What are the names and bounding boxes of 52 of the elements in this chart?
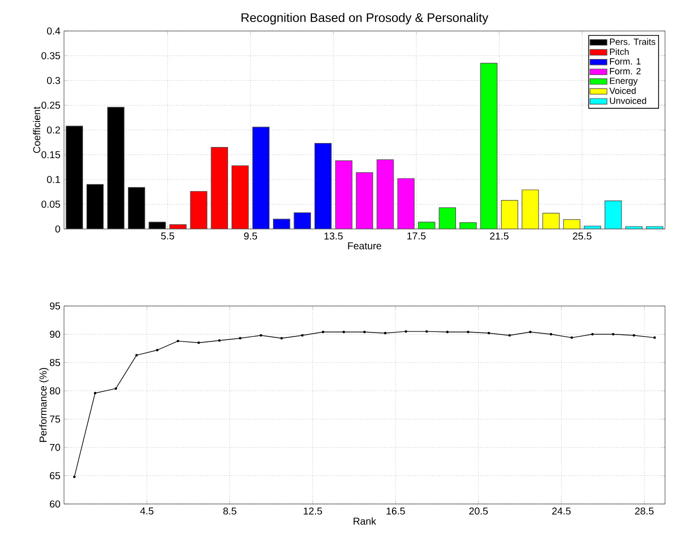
- x-tick-label: 12.5: [304, 508, 322, 515]
- x-axis-title: Feature: [348, 242, 382, 250]
- bar: [294, 212, 311, 229]
- y-axis-title: Performance (%): [39, 368, 49, 442]
- y-tick-label: 0: [55, 225, 60, 233]
- y-tick-label: 0.35: [41, 52, 60, 60]
- legend-label: Unvoiced: [610, 97, 646, 104]
- x-tick-label: 13.5: [324, 232, 343, 240]
- bar: [438, 207, 456, 229]
- x-tick-label: 20.5: [469, 508, 488, 515]
- bar: [252, 126, 270, 229]
- y-tick-label: 60: [50, 500, 60, 508]
- y-tick-label: 85: [50, 359, 60, 366]
- y-tick-label: 95: [50, 302, 60, 310]
- bar: [522, 190, 539, 229]
- x-tick-label: 9.5: [244, 232, 258, 240]
- y-tick-label: 0.05: [41, 200, 60, 208]
- legend-label: Pitch: [610, 48, 629, 55]
- x-tick-label: 5.5: [161, 232, 174, 240]
- y-tick-label: 0.1: [47, 176, 60, 184]
- x-tick-label: 25.5: [572, 232, 592, 240]
- legend-label: Pers. Traits: [610, 38, 656, 45]
- chart-title: Recognition Based on Prosody & Personality: [242, 12, 488, 24]
- y-tick-label: 0.2: [47, 126, 60, 134]
- x-axis-title: Rank: [354, 517, 376, 525]
- x-tick-label: 8.5: [223, 508, 236, 515]
- bar: [604, 200, 622, 229]
- y-tick-label: 70: [50, 444, 60, 451]
- y-tick-label: 0.3: [47, 76, 60, 84]
- x-tick-label: 17.5: [407, 232, 426, 240]
- y-axis-title: Coefficient: [32, 106, 40, 153]
- x-tick-label: 4.5: [140, 508, 154, 514]
- legend-label: Form. 1: [610, 58, 641, 65]
- y-tick-label: 65: [50, 472, 60, 480]
- x-tick-label: 28.5: [635, 508, 654, 515]
- legend-label: Voiced: [609, 87, 636, 94]
- y-tick-label: 75: [50, 416, 60, 423]
- bar: [542, 212, 560, 229]
- bar: [169, 224, 187, 229]
- bar: [480, 62, 498, 229]
- bar: [500, 200, 518, 229]
- bar: [314, 143, 332, 229]
- legend-label: Energy: [610, 78, 638, 86]
- x-tick-label: 24.5: [552, 508, 571, 515]
- x-tick-label: 21.5: [490, 232, 508, 240]
- x-tick-label: 16.5: [386, 508, 405, 515]
- y-tick-label: 0.15: [41, 151, 60, 158]
- y-tick-label: 0.4: [47, 27, 60, 35]
- y-tick-label: 0.25: [41, 102, 60, 109]
- y-tick-label: 90: [50, 330, 60, 338]
- y-tick-label: 80: [50, 387, 60, 394]
- legend-label: Form. 2: [610, 68, 641, 74]
